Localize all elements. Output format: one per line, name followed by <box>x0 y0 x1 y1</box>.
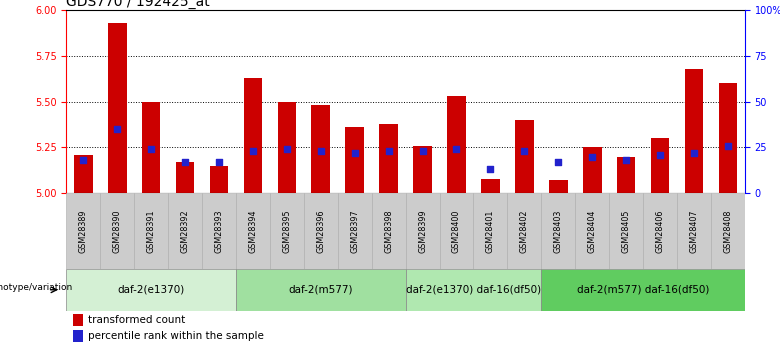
Point <box>417 148 429 154</box>
Text: GDS770 / 192425_at: GDS770 / 192425_at <box>66 0 210 9</box>
Text: GSM28390: GSM28390 <box>112 209 122 253</box>
Bar <box>541 269 745 310</box>
Bar <box>202 193 236 269</box>
Text: transformed count: transformed count <box>88 315 186 325</box>
Bar <box>583 148 601 193</box>
Bar <box>711 193 745 269</box>
Bar <box>718 83 737 193</box>
Text: GSM28402: GSM28402 <box>519 209 529 253</box>
Text: GSM28396: GSM28396 <box>316 209 325 253</box>
Bar <box>346 127 364 193</box>
Bar <box>413 146 432 193</box>
Bar <box>685 69 704 193</box>
Bar <box>108 23 126 193</box>
Point <box>654 152 666 158</box>
Bar <box>278 102 296 193</box>
Bar <box>176 162 194 193</box>
Bar <box>74 155 93 193</box>
Text: GSM28407: GSM28407 <box>690 209 699 253</box>
Bar <box>304 193 338 269</box>
Bar <box>338 193 372 269</box>
Bar <box>515 120 534 193</box>
Text: GSM28394: GSM28394 <box>248 209 257 253</box>
Text: GSM28403: GSM28403 <box>554 209 563 253</box>
Bar <box>677 193 711 269</box>
Bar <box>101 193 134 269</box>
Text: GSM28401: GSM28401 <box>486 209 495 253</box>
Text: GSM28406: GSM28406 <box>655 209 665 253</box>
Point <box>450 147 463 152</box>
Bar <box>643 193 677 269</box>
Point <box>179 159 191 165</box>
Bar <box>379 124 398 193</box>
Bar <box>371 193 406 269</box>
Bar <box>311 106 330 193</box>
Text: GSM28399: GSM28399 <box>418 209 427 253</box>
Point <box>314 148 327 154</box>
Text: GSM28389: GSM28389 <box>79 209 88 253</box>
Bar <box>73 314 83 326</box>
Text: daf-2(m577) daf-16(df50): daf-2(m577) daf-16(df50) <box>577 285 709 295</box>
Text: daf-2(e1370): daf-2(e1370) <box>118 285 185 295</box>
Text: GSM28408: GSM28408 <box>723 209 732 253</box>
Bar <box>236 269 406 310</box>
Text: GSM28404: GSM28404 <box>587 209 597 253</box>
Text: GSM28398: GSM28398 <box>384 209 393 253</box>
Bar <box>651 138 669 193</box>
Point <box>77 158 90 163</box>
Bar <box>440 193 473 269</box>
Point <box>518 148 530 154</box>
Text: daf-2(m577): daf-2(m577) <box>289 285 353 295</box>
Bar <box>142 102 161 193</box>
Point <box>722 143 734 148</box>
Text: percentile rank within the sample: percentile rank within the sample <box>88 332 264 341</box>
Bar <box>66 193 101 269</box>
Point <box>688 150 700 156</box>
Bar <box>236 193 270 269</box>
Bar <box>481 179 500 193</box>
Text: genotype/variation: genotype/variation <box>0 283 73 292</box>
Text: GSM28400: GSM28400 <box>452 209 461 253</box>
Point <box>213 159 225 165</box>
Text: GSM28392: GSM28392 <box>180 209 190 253</box>
Point <box>552 159 565 165</box>
Bar <box>73 330 83 342</box>
Point <box>246 148 259 154</box>
Text: daf-2(e1370) daf-16(df50): daf-2(e1370) daf-16(df50) <box>406 285 541 295</box>
Bar <box>270 193 304 269</box>
Bar <box>617 157 636 193</box>
Bar <box>243 78 262 193</box>
Point <box>145 147 158 152</box>
Point <box>382 148 395 154</box>
Text: GSM28397: GSM28397 <box>350 209 360 253</box>
Bar <box>541 193 576 269</box>
Point <box>349 150 361 156</box>
Text: GSM28405: GSM28405 <box>622 209 631 253</box>
Bar <box>406 193 440 269</box>
Text: GSM28393: GSM28393 <box>215 209 224 253</box>
Point <box>620 158 633 163</box>
Bar <box>406 269 541 310</box>
Bar <box>549 180 568 193</box>
Bar <box>609 193 643 269</box>
Text: GSM28391: GSM28391 <box>147 209 156 253</box>
Point <box>484 167 497 172</box>
Point <box>281 147 293 152</box>
Text: GSM28395: GSM28395 <box>282 209 292 253</box>
Bar <box>473 193 508 269</box>
Bar <box>576 193 609 269</box>
Bar <box>447 96 466 193</box>
Bar <box>134 193 168 269</box>
Bar <box>210 166 229 193</box>
Bar <box>507 193 541 269</box>
Point <box>111 127 123 132</box>
Point <box>586 154 598 159</box>
Bar <box>66 269 236 310</box>
Bar <box>168 193 202 269</box>
